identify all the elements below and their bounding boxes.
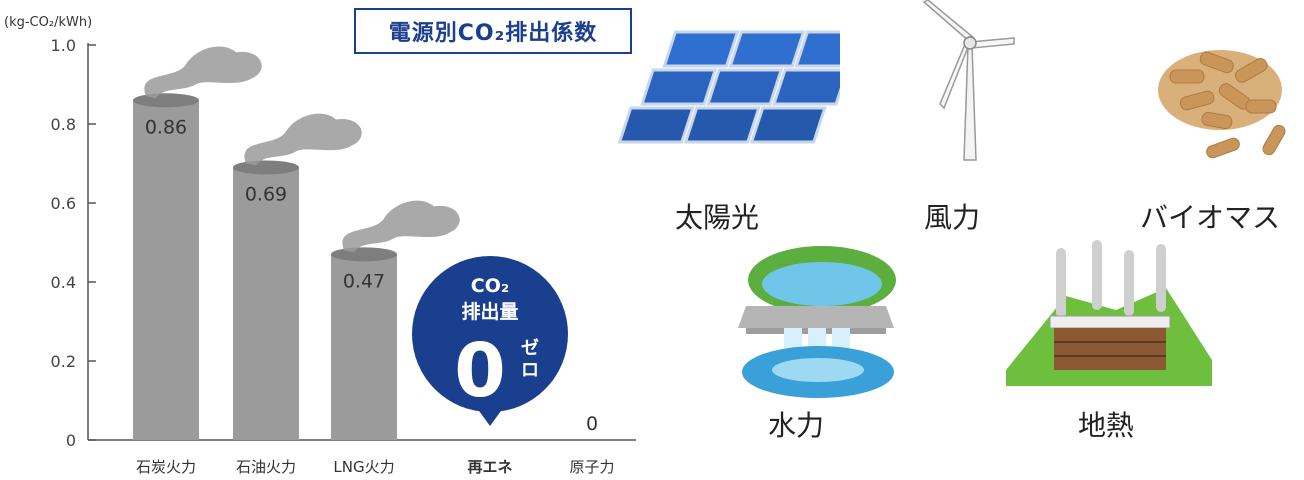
y-tick-label: 0	[66, 431, 76, 450]
biomass-pellets-icon	[1158, 50, 1286, 159]
bar-0	[133, 100, 199, 441]
callout-emission: 排出量	[461, 300, 518, 323]
hydro-dam-icon	[738, 246, 896, 398]
category-label-2: LNG火力	[333, 458, 394, 476]
y-tick-label: 0.2	[51, 352, 76, 371]
chart-title-box: 電源別CO₂排出係数	[354, 8, 632, 54]
category-label-0: 石炭火力	[136, 458, 196, 476]
geothermal-plant-icon	[1006, 240, 1212, 386]
y-axis-unit: (kg-CO₂/kWh)	[4, 15, 92, 30]
source-label-hydro: 水力	[768, 409, 825, 442]
y-tick-label: 0.6	[51, 194, 76, 213]
callout-ruby-char: ゼ	[521, 337, 539, 359]
callout-circle	[412, 256, 568, 412]
category-label-3: 再エネ	[467, 458, 512, 476]
category-label-1: 石油火力	[236, 458, 296, 476]
value-label-1: 0.69	[245, 183, 287, 205]
bar-1	[233, 167, 299, 440]
callout-co2: CO₂	[471, 275, 509, 297]
value-label-2: 0.47	[343, 270, 385, 292]
source-label-wind: 風力	[924, 201, 981, 234]
callout-pointer	[474, 404, 506, 426]
bar-top-2	[331, 247, 397, 262]
source-label-geothermal: 地熱	[1078, 409, 1135, 442]
smoke-0	[144, 46, 262, 99]
callout-ruby-char: ロ	[521, 360, 539, 381]
value-label-4: 0	[586, 413, 598, 435]
y-tick-label: 0.8	[51, 115, 76, 134]
bar-top-0	[133, 93, 199, 108]
source-label-biomass: バイオマス	[1140, 201, 1281, 234]
solar-panel-icon	[617, 30, 840, 144]
source-label-solar: 太陽光	[675, 201, 760, 234]
wind-turbine-icon	[922, 0, 1015, 161]
value-label-0: 0.86	[145, 116, 187, 138]
zero-emission-callout: CO₂ 排出量 0 ゼロ	[412, 256, 568, 426]
smoke-1	[244, 113, 362, 166]
chart-title: 電源別CO₂排出係数	[388, 21, 598, 46]
y-tick-label: 0.4	[51, 273, 76, 292]
bar-top-1	[233, 160, 299, 175]
smoke-2	[342, 200, 460, 253]
category-label-4: 原子力	[569, 458, 614, 476]
co2-bar-chart: (kg-CO₂/kWh) 0 0.2 0.4 0.6 0.8 1.0 0.86 石炭火力 0.6…	[4, 15, 636, 476]
y-tick-label: 1.0	[51, 36, 76, 55]
bar-2	[331, 254, 397, 440]
callout-zero: 0	[454, 328, 506, 414]
